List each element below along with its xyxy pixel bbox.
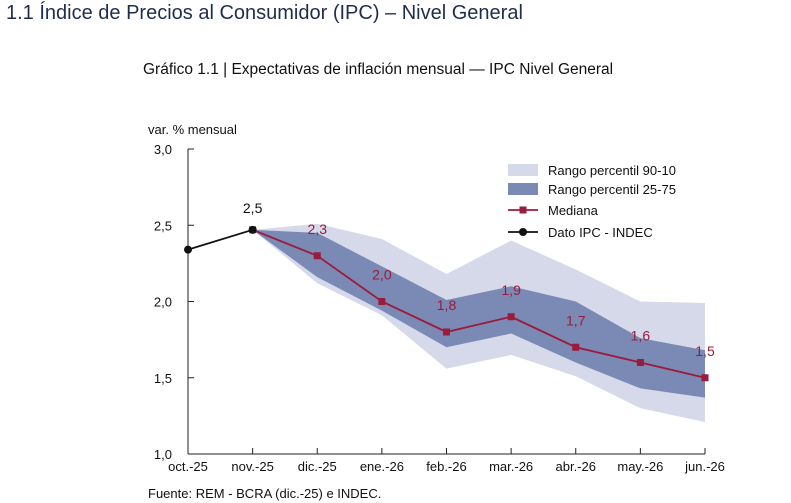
chart-source: Fuente: REM - BCRA (dic.-25) e INDEC. bbox=[148, 486, 382, 501]
median-point bbox=[701, 374, 709, 382]
chart-title: Gráfico 1.1 | Expectativas de inflación … bbox=[143, 61, 614, 78]
x-tick-label: abr.-26 bbox=[556, 459, 596, 474]
legend-swatch bbox=[508, 164, 538, 176]
page-title: 1.1 Índice de Precios al Consumidor (IPC… bbox=[6, 2, 523, 24]
y-tick-label: 2,5 bbox=[154, 218, 172, 233]
x-tick-label: dic.-25 bbox=[298, 459, 337, 474]
y-tick-label: 1,5 bbox=[154, 371, 172, 386]
data-label: 2,3 bbox=[308, 221, 328, 237]
series-line-dato-ipc-indec bbox=[187, 228, 253, 251]
y-axis-label: var. % mensual bbox=[148, 122, 237, 137]
x-tick-label: ene.-26 bbox=[360, 459, 404, 474]
median-point bbox=[443, 328, 450, 336]
y-tick-label: 1,0 bbox=[154, 447, 172, 462]
x-tick-label: may.-26 bbox=[617, 459, 663, 474]
y-tick-label: 2,0 bbox=[154, 295, 172, 310]
band-rango-percentil-25-75 bbox=[252, 229, 705, 398]
median-point bbox=[507, 313, 515, 321]
y-tick-label: 3,0 bbox=[154, 142, 172, 157]
median-point bbox=[572, 343, 580, 351]
data-label: 1,7 bbox=[566, 312, 586, 328]
x-tick-label: oct.-25 bbox=[168, 459, 208, 474]
data-label: 1,9 bbox=[501, 282, 521, 298]
median-point bbox=[636, 359, 644, 366]
series-line-mediana bbox=[252, 228, 706, 379]
median-point bbox=[378, 298, 386, 305]
data-label: 2,0 bbox=[372, 267, 392, 283]
legend-label: Mediana bbox=[548, 203, 599, 218]
data-label: 2,5 bbox=[243, 200, 263, 216]
x-tick-label: jun.-26 bbox=[684, 459, 725, 474]
x-tick-label: feb.-26 bbox=[426, 459, 466, 474]
legend-label: Dato IPC - INDEC bbox=[548, 225, 653, 240]
median-point bbox=[313, 252, 321, 260]
x-tick-label: nov.-25 bbox=[231, 459, 273, 474]
data-label: 1,8 bbox=[437, 297, 457, 313]
legend-marker bbox=[519, 206, 527, 214]
data-label: 1,6 bbox=[631, 328, 651, 344]
legend-marker bbox=[519, 228, 527, 236]
legend-swatch bbox=[508, 183, 538, 195]
ipc-point bbox=[184, 245, 192, 254]
legend-label: Rango percentil 90-10 bbox=[548, 163, 676, 178]
x-tick-label: mar.-26 bbox=[489, 459, 533, 474]
data-label: 1,5 bbox=[695, 343, 715, 359]
ipc-point bbox=[248, 225, 257, 234]
legend-label: Rango percentil 25-75 bbox=[548, 182, 676, 197]
